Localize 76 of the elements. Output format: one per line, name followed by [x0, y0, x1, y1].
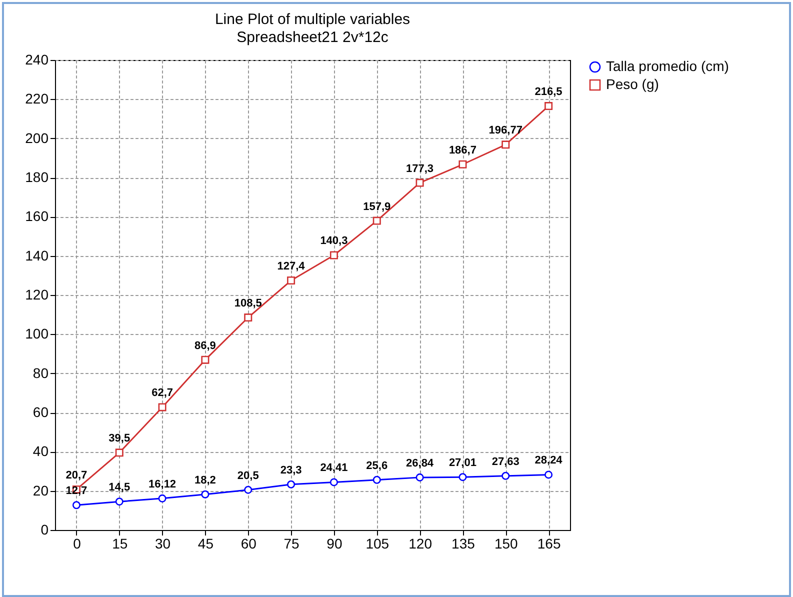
- data-label: 16,12: [148, 478, 176, 490]
- point: [330, 251, 338, 260]
- data-label: 140,3: [320, 235, 348, 248]
- y-tick-label: 240: [25, 52, 49, 68]
- x-tick-label: 60: [240, 536, 257, 552]
- data-label: 86,9: [194, 340, 216, 352]
- legend-label: Peso (g): [606, 76, 659, 92]
- data-label: 18,2: [194, 474, 216, 486]
- point: [158, 494, 166, 502]
- data-label: 27,63: [492, 456, 520, 468]
- x-tick-label: 30: [155, 536, 171, 552]
- point: [544, 470, 553, 479]
- x-tick-label: 45: [198, 536, 214, 552]
- y-tick-label: 140: [25, 247, 49, 264]
- data-label: 23,3: [280, 464, 302, 476]
- data-label: 24,41: [320, 462, 348, 474]
- point: [458, 160, 467, 168]
- point: [244, 486, 252, 494]
- data-label: 39,5: [108, 432, 130, 445]
- data-label: 186,7: [448, 144, 476, 156]
- data-label: 25,6: [366, 460, 388, 472]
- point: [330, 478, 338, 486]
- data-label: 108,5: [234, 298, 262, 310]
- point: [372, 216, 381, 225]
- point: [544, 102, 553, 110]
- y-tick-label: 220: [25, 90, 49, 107]
- data-label: 20,7: [66, 469, 88, 482]
- x-tick-label: 15: [112, 536, 128, 552]
- y-tick-label: 200: [25, 130, 49, 146]
- y-tick-label: 160: [25, 208, 49, 224]
- point: [416, 473, 424, 482]
- point: [158, 403, 166, 412]
- x-tick-label: 135: [452, 536, 476, 552]
- point: [416, 178, 424, 187]
- chart-title: Line Plot of multiple variables: [214, 11, 410, 28]
- y-tick-label: 120: [25, 286, 49, 302]
- x-tick-label: 0: [73, 536, 82, 552]
- x-tick-label: 90: [326, 536, 342, 552]
- x-tick-label: 105: [366, 536, 390, 552]
- data-label: 26,84: [406, 457, 434, 470]
- point: [287, 276, 296, 285]
- legend-label: Talla promedio (cm): [606, 58, 729, 74]
- data-label: 177,3: [406, 162, 434, 175]
- y-tick-label: 80: [32, 364, 49, 381]
- data-label: 216,5: [534, 86, 562, 98]
- y-tick-label: 100: [25, 326, 49, 342]
- y-tick-label: 40: [32, 443, 49, 460]
- point: [458, 473, 467, 482]
- x-tick-label: 75: [284, 536, 300, 552]
- point: [287, 480, 296, 488]
- point: [72, 501, 80, 510]
- point: [115, 498, 124, 506]
- point: [372, 476, 381, 484]
- data-label: 157,9: [363, 200, 391, 213]
- x-tick-label: 120: [408, 536, 432, 552]
- point: [502, 472, 510, 480]
- point: [201, 356, 210, 364]
- data-label: 62,7: [152, 387, 174, 400]
- chart-subtitle: Spreadsheet21 2v*12c: [236, 29, 389, 46]
- data-label: 127,4: [277, 260, 306, 273]
- data-label: 27,01: [448, 457, 476, 470]
- point: [244, 314, 252, 322]
- y-tick-label: 20: [32, 482, 49, 498]
- point: [115, 448, 124, 457]
- data-label: 28,24: [534, 454, 564, 467]
- x-tick-label: 150: [494, 536, 518, 552]
- data-label: 14,5: [108, 482, 130, 494]
- y-tick-label: 60: [32, 404, 49, 420]
- data-label: 196,77: [488, 124, 522, 137]
- y-tick-label: 180: [25, 169, 49, 185]
- y-tick-label: 0: [40, 522, 49, 538]
- point: [201, 490, 210, 498]
- data-label: 12,7: [66, 485, 88, 498]
- point: [502, 140, 510, 149]
- x-tick-label: 165: [537, 536, 561, 552]
- data-label: 20,5: [237, 470, 259, 482]
